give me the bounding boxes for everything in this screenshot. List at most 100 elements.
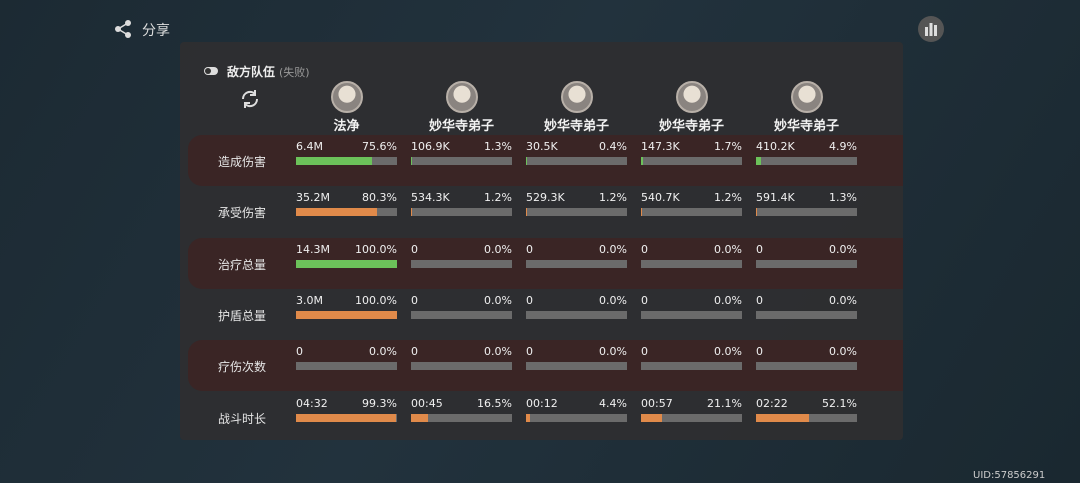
bar-track [756, 157, 857, 165]
cell-value: 0 [526, 293, 533, 307]
cell-percent: 4.4% [599, 396, 627, 410]
cell-percent: 1.7% [714, 140, 742, 153]
cell-percent: 0.0% [484, 242, 512, 256]
cell-value: 00:45 [411, 396, 443, 410]
cell-value: 02:22 [756, 396, 788, 410]
cell-percent: 16.5% [477, 396, 512, 410]
bar-track [526, 413, 627, 422]
cell-percent: 52.1% [822, 396, 857, 410]
row-label: 承受伤害 [217, 206, 266, 221]
bar-track [411, 157, 512, 165]
stats-icon[interactable] [917, 15, 945, 43]
uid: UID:57856291 [973, 470, 1046, 481]
share-icon[interactable] [114, 19, 134, 39]
bar-track [756, 259, 857, 268]
cell-value: 0 [641, 293, 648, 307]
bar-track [641, 310, 742, 319]
cell-value: 00:12 [526, 396, 558, 410]
cell-percent: 1.3% [829, 191, 857, 205]
cell-value: 410.2K [756, 140, 795, 153]
cell-percent: 0.0% [599, 293, 627, 307]
bar-track [411, 259, 512, 268]
share-label[interactable]: 分享 [142, 23, 170, 39]
cell-value: 35.2M [296, 191, 330, 205]
cell-percent: 1.2% [599, 191, 627, 205]
cell-value: 0 [756, 242, 763, 256]
bar-track [526, 362, 627, 371]
bar-track [756, 208, 857, 217]
cell-value: 0 [641, 242, 648, 256]
cell-percent: 100.0% [355, 242, 397, 256]
bar-track [641, 157, 742, 165]
bar-track [756, 310, 857, 319]
bar-track [756, 362, 857, 371]
cell-percent: 0.0% [484, 293, 512, 307]
cell-percent: 99.3% [362, 396, 397, 410]
cell-value: 0 [756, 345, 763, 359]
cell-value: 0 [411, 242, 418, 256]
bar-track [296, 413, 397, 422]
cell-percent: 1.2% [714, 191, 742, 205]
avatar [331, 81, 363, 113]
cell-value: 04:32 [296, 396, 328, 410]
cell-percent: 75.6% [362, 140, 397, 153]
bar-track [641, 362, 742, 371]
refresh-icon[interactable] [238, 88, 262, 110]
cell-value: 00:57 [641, 396, 673, 410]
cell-value: 30.5K [526, 140, 558, 153]
cell-value: 534.3K [411, 191, 450, 205]
cell-value: 0 [756, 293, 763, 307]
bar-track [526, 208, 627, 217]
cell-percent: 80.3% [362, 191, 397, 205]
cell-percent: 0.4% [599, 140, 627, 153]
row-label: 战斗时长 [217, 411, 266, 426]
stats-panel: 敌方队伍 (失败) 法净 妙华寺弟子 妙华寺弟子 妙华寺弟子 妙华寺弟子 造成伤害 6.4M… [180, 42, 903, 440]
bar-fill [641, 413, 663, 422]
cell-percent: 0.0% [829, 242, 857, 256]
row-label: 治疗总量 [217, 257, 266, 272]
avatar [676, 81, 708, 113]
bar-fill [296, 157, 373, 165]
bar-fill [411, 208, 413, 217]
cell-value: 14.3M [296, 242, 330, 256]
cell-percent: 0.0% [714, 345, 742, 359]
bar-fill [296, 259, 397, 268]
cell-value: 0 [296, 345, 303, 359]
avatar [791, 81, 823, 113]
toggle-icon [204, 67, 218, 75]
cell-value: 591.4K [756, 191, 795, 205]
bar-track [756, 413, 857, 422]
cell-percent: 4.9% [829, 140, 857, 153]
cell-percent: 1.2% [484, 191, 512, 205]
bar-fill [641, 208, 643, 217]
bar-fill [756, 208, 758, 217]
bar-track [411, 362, 512, 371]
player-name: 法净 [333, 119, 360, 134]
avatar [561, 81, 593, 113]
bar-fill [296, 413, 397, 422]
bar-fill [296, 208, 378, 217]
bar-fill [526, 208, 528, 217]
cell-percent: 0.0% [599, 345, 627, 359]
avatar [446, 81, 478, 113]
cell-percent: 0.0% [714, 242, 742, 256]
cell-value: 0 [526, 345, 533, 359]
bar-fill [411, 157, 413, 165]
bar-track [411, 208, 512, 217]
cell-value: 3.0M [296, 293, 323, 307]
bar-track [411, 413, 512, 422]
cell-value: 106.9K [411, 140, 450, 153]
cell-percent: 0.0% [714, 293, 742, 307]
bar-track [526, 310, 627, 319]
player-name: 妙华寺弟子 [773, 119, 839, 134]
bar-track [296, 259, 397, 268]
bar-track [526, 157, 627, 165]
cell-value: 540.7K [641, 191, 680, 205]
bar-fill [411, 413, 428, 422]
bar-track [296, 157, 397, 165]
row-label: 造成伤害 [217, 155, 266, 169]
bar-fill [641, 157, 643, 165]
bar-fill [526, 413, 531, 422]
row-label: 疗伤次数 [217, 360, 266, 375]
